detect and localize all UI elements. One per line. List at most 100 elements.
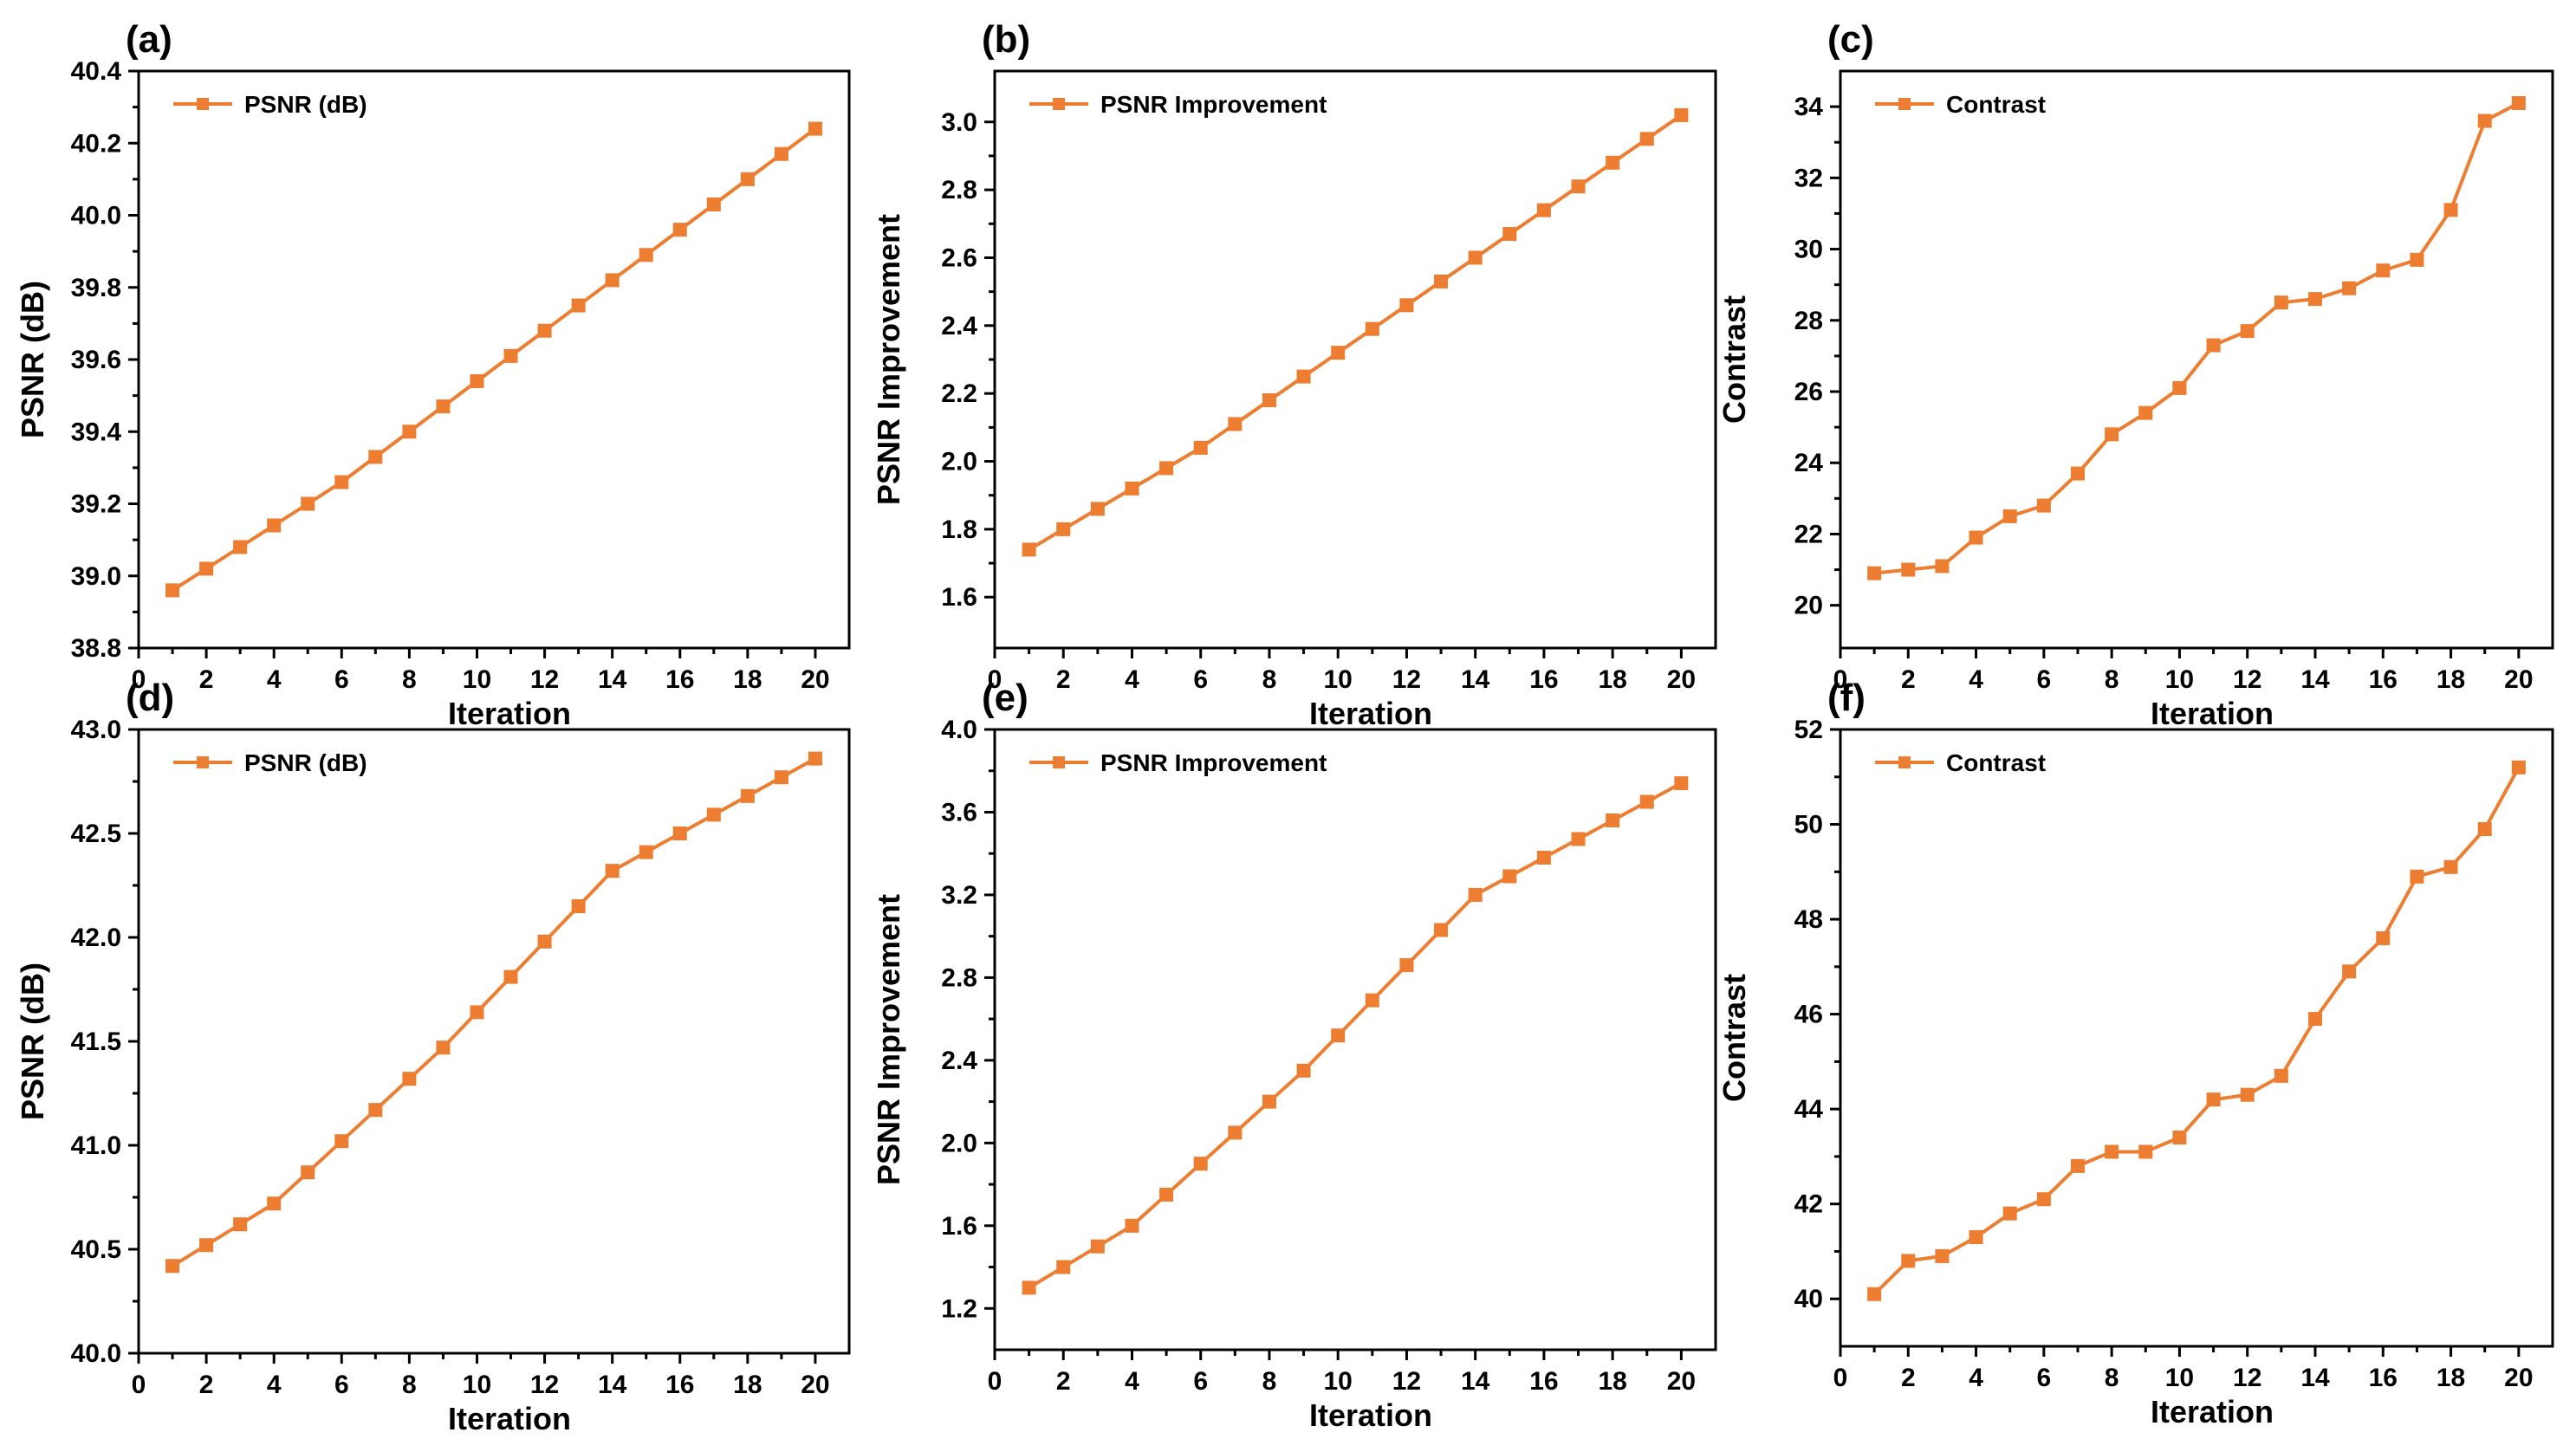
data-point bbox=[1056, 1260, 1071, 1274]
x-tick-label: 12 bbox=[1392, 1367, 1421, 1396]
data-point bbox=[503, 969, 518, 984]
data-point bbox=[1867, 566, 1882, 580]
data-point bbox=[1468, 250, 1483, 265]
data-point bbox=[605, 864, 620, 878]
data-point bbox=[1022, 1280, 1036, 1295]
data-point bbox=[2511, 760, 2526, 775]
data-point bbox=[301, 496, 315, 511]
x-tick-label: 6 bbox=[2037, 665, 2052, 694]
y-tick-label: 34 bbox=[1794, 93, 1824, 121]
panel-label: (b) bbox=[982, 18, 1030, 61]
panel-label: (a) bbox=[126, 18, 172, 61]
x-axis-title: Iteration bbox=[2151, 696, 2274, 731]
x-axis-title: Iteration bbox=[1309, 696, 1432, 731]
data-point bbox=[1125, 1218, 1139, 1233]
y-tick-label: 40.0 bbox=[71, 1339, 121, 1368]
data-point bbox=[1193, 1157, 1208, 1171]
data-point bbox=[1365, 321, 1379, 336]
y-tick-label: 43.0 bbox=[71, 716, 121, 744]
x-tick-label: 20 bbox=[2504, 1364, 2533, 1392]
x-axis-title: Iteration bbox=[1309, 1397, 1432, 1433]
x-tick-label: 6 bbox=[334, 665, 349, 694]
x-axis-title: Iteration bbox=[448, 1401, 571, 1436]
data-point bbox=[706, 807, 721, 822]
data-point bbox=[1125, 481, 1139, 496]
data-point bbox=[470, 373, 484, 388]
data-point bbox=[2274, 1068, 2288, 1083]
data-point bbox=[1399, 298, 1414, 313]
x-tick-label: 8 bbox=[2105, 1364, 2119, 1392]
data-point bbox=[1296, 1063, 1311, 1078]
x-tick-label: 16 bbox=[1529, 665, 1558, 694]
data-point bbox=[2274, 295, 2288, 310]
data-point bbox=[1193, 440, 1208, 455]
y-tick-label: 41.0 bbox=[71, 1131, 121, 1160]
data-point bbox=[1331, 346, 1346, 360]
x-tick-label: 20 bbox=[801, 665, 829, 694]
legend-marker bbox=[1053, 756, 1065, 768]
y-tick-label: 3.6 bbox=[941, 798, 977, 826]
data-point bbox=[1571, 179, 1586, 194]
y-tick-label: 41.5 bbox=[71, 1027, 121, 1056]
y-tick-label: 1.6 bbox=[941, 1212, 977, 1241]
y-tick-label: 44 bbox=[1794, 1095, 1824, 1124]
data-point bbox=[2036, 1192, 2051, 1207]
y-tick-label: 3.2 bbox=[941, 881, 977, 910]
y-tick-label: 28 bbox=[1794, 307, 1823, 335]
data-point bbox=[1935, 559, 1950, 574]
x-tick-label: 12 bbox=[530, 665, 559, 694]
y-tick-label: 2.6 bbox=[941, 243, 977, 272]
data-point bbox=[2443, 859, 2458, 874]
x-tick-label: 2 bbox=[1901, 665, 1916, 694]
x-axis-title: Iteration bbox=[448, 696, 571, 731]
data-point bbox=[639, 248, 653, 263]
data-point bbox=[2443, 203, 2458, 217]
y-tick-label: 39.6 bbox=[71, 346, 121, 374]
x-tick-label: 6 bbox=[334, 1371, 349, 1399]
y-tick-label: 32 bbox=[1794, 164, 1823, 192]
data-point bbox=[2308, 1012, 2322, 1027]
data-point bbox=[2172, 1131, 2187, 1145]
x-tick-label: 14 bbox=[598, 1371, 627, 1399]
chart-panel-d: 0 2 4 6 8 10 12 14 16 18 20 40.0 40.5 41.0 41.5 42.0 42.… bbox=[15, 677, 851, 1436]
y-tick-label: 39.0 bbox=[71, 562, 121, 591]
y-axis-title: Contrast bbox=[1716, 974, 1752, 1102]
x-tick-label: 14 bbox=[2300, 665, 2330, 694]
x-tick-label: 0 bbox=[988, 665, 1002, 694]
legend-marker bbox=[1053, 98, 1065, 110]
data-point bbox=[2138, 1144, 2153, 1159]
data-point bbox=[1502, 869, 1517, 884]
y-tick-label: 24 bbox=[1794, 449, 1824, 477]
y-tick-label: 3.0 bbox=[941, 108, 977, 137]
data-point bbox=[1090, 1239, 1105, 1254]
x-tick-label: 10 bbox=[1324, 665, 1353, 694]
x-tick-label: 4 bbox=[1125, 1367, 1139, 1396]
legend-label: PSNR Improvement bbox=[1100, 749, 1327, 776]
y-tick-label: 42 bbox=[1794, 1190, 1823, 1219]
x-tick-label: 10 bbox=[2165, 665, 2194, 694]
data-point bbox=[1536, 850, 1551, 865]
series-line bbox=[172, 756, 816, 1267]
x-tick-label: 6 bbox=[2037, 1364, 2052, 1392]
x-tick-label: 18 bbox=[733, 1371, 762, 1399]
data-point bbox=[740, 788, 755, 803]
series-line bbox=[1872, 766, 2521, 1296]
y-tick-label: 2.8 bbox=[941, 963, 977, 992]
x-tick-label: 10 bbox=[463, 1371, 491, 1399]
data-point bbox=[402, 1072, 417, 1086]
panel-label: (d) bbox=[126, 677, 174, 719]
data-point bbox=[1571, 832, 1586, 846]
x-tick-label: 10 bbox=[1324, 1367, 1353, 1396]
x-tick-label: 14 bbox=[2300, 1364, 2330, 1392]
legend-label: Contrast bbox=[1946, 749, 2046, 776]
panel-label: (e) bbox=[982, 677, 1028, 719]
data-point bbox=[2071, 466, 2085, 481]
y-tick-label: 50 bbox=[1794, 811, 1823, 839]
x-axis-title: Iteration bbox=[2151, 1394, 2274, 1429]
x-tick-label: 18 bbox=[1598, 1367, 1626, 1396]
data-point bbox=[1606, 814, 1620, 828]
data-point bbox=[2410, 252, 2424, 267]
y-tick-label: 40 bbox=[1794, 1285, 1823, 1313]
data-point bbox=[1331, 1028, 1346, 1043]
panel-label: (c) bbox=[1827, 18, 1874, 61]
